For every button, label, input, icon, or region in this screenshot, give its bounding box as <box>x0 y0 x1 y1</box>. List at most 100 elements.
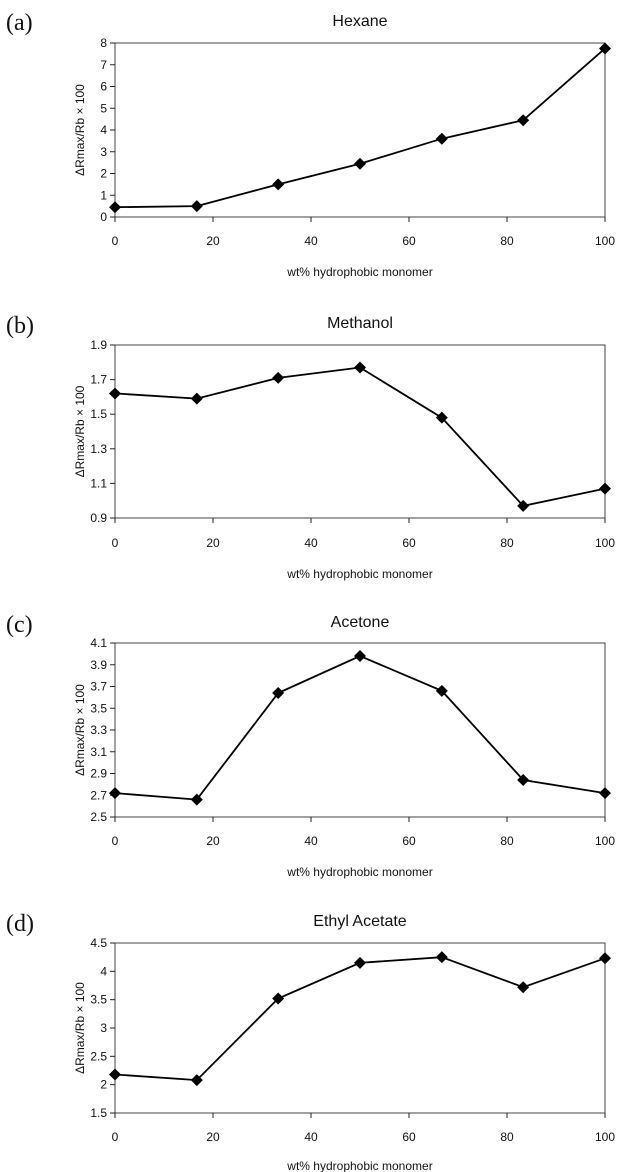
x-tick-label: 0 <box>112 1130 119 1144</box>
data-point <box>272 992 285 1005</box>
x-tick-label: 0 <box>112 834 119 848</box>
data-point <box>517 499 530 512</box>
x-axis-label: wt% hydrophobic monomer <box>286 265 432 279</box>
data-point <box>599 482 611 495</box>
plot-frame <box>114 344 606 519</box>
y-tick-label: 7 <box>100 58 107 72</box>
y-tick-label: 3.5 <box>90 701 107 715</box>
y-tick-label: 0 <box>100 210 107 224</box>
x-axis-label: wt% hydrophobic monomer <box>286 1159 432 1172</box>
data-point <box>190 793 203 806</box>
series-line <box>114 956 606 1082</box>
y-tick-label: 1.5 <box>90 407 107 421</box>
x-tick-label: 60 <box>402 234 416 248</box>
y-tick-label: 2.9 <box>90 767 107 781</box>
data-point <box>190 1074 203 1087</box>
y-tick-label: 2.5 <box>90 1049 107 1063</box>
x-tick-label: 60 <box>402 536 416 550</box>
data-point <box>190 200 203 213</box>
x-tick-label: 100 <box>595 234 615 248</box>
y-tick-label: 1.7 <box>90 373 107 387</box>
panel-label: (c) <box>6 612 33 638</box>
plot-frame <box>114 42 606 218</box>
y-tick-label: 3 <box>100 145 107 159</box>
y-tick-label: 4.1 <box>90 636 107 650</box>
data-point <box>435 411 448 424</box>
data-point <box>354 361 366 374</box>
y-tick-label: 4.5 <box>90 936 107 950</box>
y-tick-label: 3.3 <box>90 723 107 737</box>
data-point <box>435 684 448 697</box>
y-tick-label: 8 <box>100 36 107 50</box>
y-tick-label: 4 <box>100 964 107 978</box>
data-point <box>354 956 366 969</box>
x-tick-label: 100 <box>595 536 615 550</box>
chart-title: Ethyl Acetate <box>313 913 406 930</box>
chart-panel-3: (d) Ethyl Acetate 1.5 2 2.5 3 3.5 4 4.5 0 20 40 60 80… <box>6 911 615 1172</box>
plot-frame <box>114 642 606 818</box>
y-tick-label: 6 <box>100 80 107 94</box>
series-line <box>114 655 606 801</box>
panel-label: (b) <box>6 313 34 339</box>
y-tick-label: 3 <box>100 1021 107 1035</box>
x-tick-label: 80 <box>500 536 514 550</box>
x-tick-label: 80 <box>500 1130 514 1144</box>
y-tick-label: 5 <box>100 101 107 115</box>
data-point <box>599 42 611 55</box>
chart-title: Acetone <box>331 614 390 631</box>
x-tick-label: 80 <box>500 234 514 248</box>
x-axis-label: wt% hydrophobic monomer <box>286 567 432 581</box>
y-tick-label: 2.7 <box>90 788 107 802</box>
y-tick-label: 3.7 <box>90 680 107 694</box>
x-tick-label: 0 <box>112 536 119 550</box>
y-axis-label: ΔRmax/Rb × 100 <box>73 385 87 477</box>
x-tick-label: 20 <box>206 834 220 848</box>
x-tick-label: 40 <box>304 536 318 550</box>
x-tick-label: 20 <box>206 1130 220 1144</box>
data-point <box>109 387 121 400</box>
x-tick-label: 60 <box>402 834 416 848</box>
x-axis-label: wt% hydrophobic monomer <box>286 865 432 879</box>
data-point <box>354 650 366 663</box>
y-axis-label: ΔRmax/Rb × 100 <box>73 982 87 1074</box>
y-tick-label: 1 <box>100 188 107 202</box>
y-tick-label: 2 <box>100 1078 107 1092</box>
y-tick-label: 1.9 <box>90 338 107 352</box>
data-point <box>109 787 121 800</box>
chart-title: Methanol <box>327 315 393 332</box>
y-tick-label: 3.5 <box>90 993 107 1007</box>
data-point <box>354 157 366 170</box>
y-tick-label: 2 <box>100 167 107 181</box>
data-point <box>435 132 448 145</box>
chart-panel-2: (c) Acetone 2.5 2.7 2.9 3.1 3.3 3.5 3.7 3.9 4.1 0 20… <box>6 612 615 879</box>
data-point <box>599 787 611 800</box>
data-point <box>599 952 611 965</box>
y-tick-label: 0.9 <box>90 511 107 525</box>
x-tick-label: 40 <box>304 234 318 248</box>
y-tick-label: 3.9 <box>90 658 107 672</box>
x-tick-label: 40 <box>304 1130 318 1144</box>
y-tick-label: 4 <box>100 123 107 137</box>
x-tick-label: 0 <box>112 234 119 248</box>
data-point <box>190 392 203 405</box>
x-tick-label: 20 <box>206 536 220 550</box>
y-tick-label: 2.5 <box>90 810 107 824</box>
y-axis-label: ΔRmax/Rb × 100 <box>73 84 87 176</box>
data-point <box>517 114 530 127</box>
x-tick-label: 60 <box>402 1130 416 1144</box>
panel-label: (a) <box>6 10 33 36</box>
data-point <box>517 981 530 994</box>
y-tick-label: 1.5 <box>90 1106 107 1120</box>
chart-panel-1: (b) Methanol 0.9 1.1 1.3 1.5 1.7 1.9 0 20 40 60 80 10… <box>6 313 615 581</box>
x-tick-label: 100 <box>595 834 615 848</box>
data-point <box>272 178 285 191</box>
data-point <box>435 951 448 964</box>
x-tick-label: 100 <box>595 1130 615 1144</box>
data-point <box>517 774 530 787</box>
y-tick-label: 3.1 <box>90 745 107 759</box>
x-tick-label: 80 <box>500 834 514 848</box>
data-point <box>272 687 285 700</box>
y-tick-label: 1.1 <box>90 476 107 490</box>
